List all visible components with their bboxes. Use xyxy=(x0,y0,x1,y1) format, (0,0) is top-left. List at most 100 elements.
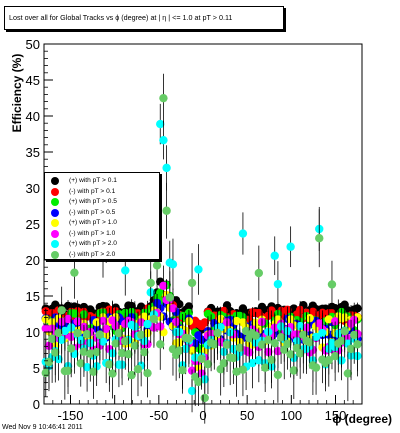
x-tick-label: 150 xyxy=(325,408,347,423)
data-point xyxy=(184,302,194,311)
data-point xyxy=(47,334,57,344)
data-point xyxy=(111,339,120,348)
legend-label: (-) with pT > 0.5 xyxy=(69,208,116,216)
data-point xyxy=(156,119,165,129)
data-point xyxy=(79,347,89,356)
data-point xyxy=(346,344,356,354)
data-point xyxy=(194,265,203,274)
data-point xyxy=(248,358,257,368)
legend-label: (-) with pT > 2.0 xyxy=(69,250,116,258)
y-tick-label: 5 xyxy=(33,361,40,376)
x-tick-label: -100 xyxy=(102,408,128,423)
x-tick-label: 100 xyxy=(280,408,302,423)
data-point xyxy=(330,317,340,326)
legend-entry: (+) with pT > 0.1 xyxy=(45,176,161,186)
data-point xyxy=(295,349,305,358)
data-point xyxy=(95,330,105,339)
data-point xyxy=(152,261,162,270)
data-point xyxy=(286,350,295,359)
chart-title: Lost over all for Global Tracks vs ϕ (de… xyxy=(9,13,233,22)
y-tick-label: 0 xyxy=(33,397,40,412)
data-point xyxy=(305,338,314,347)
data-point xyxy=(337,336,346,346)
data-point xyxy=(178,366,187,375)
legend-label: (-) with pT > 0.1 xyxy=(69,187,116,195)
data-point xyxy=(254,268,264,278)
data-point xyxy=(324,355,333,365)
data-point xyxy=(63,314,73,324)
data-point xyxy=(286,242,295,251)
data-point xyxy=(327,280,337,289)
y-tick-label: 20 xyxy=(26,253,40,268)
data-point xyxy=(343,369,353,378)
data-point xyxy=(187,386,197,396)
data-point xyxy=(235,343,244,353)
data-point xyxy=(146,278,155,288)
data-point xyxy=(187,278,197,288)
data-point xyxy=(276,333,286,342)
data-point xyxy=(210,340,219,349)
data-point xyxy=(130,341,140,350)
data-point xyxy=(267,355,276,365)
data-point xyxy=(260,363,270,372)
data-point xyxy=(159,281,168,290)
data-point xyxy=(159,93,168,103)
data-point xyxy=(241,326,251,336)
legend-label: (+) with pT > 0.1 xyxy=(69,177,117,184)
data-point xyxy=(156,340,165,349)
data-point xyxy=(273,370,283,380)
data-point xyxy=(184,334,194,343)
y-tick-label: 35 xyxy=(26,145,40,160)
data-point xyxy=(57,306,66,315)
legend-label: (+) with pT > 0.5 xyxy=(69,198,117,205)
legend-marker xyxy=(51,240,59,248)
data-point xyxy=(67,344,76,353)
data-point xyxy=(127,370,136,380)
data-point xyxy=(44,357,54,367)
data-point xyxy=(200,393,209,403)
legend-marker xyxy=(51,208,59,217)
data-point xyxy=(232,367,241,376)
data-point xyxy=(238,365,248,374)
data-point xyxy=(213,328,222,338)
data-point xyxy=(175,300,184,309)
data-point xyxy=(156,288,165,297)
data-point xyxy=(159,135,168,145)
legend-label: (+) with pT > 1.0 xyxy=(69,219,117,226)
data-point xyxy=(311,363,321,372)
data-point xyxy=(251,331,260,340)
data-point xyxy=(124,349,133,359)
legend-entry: (-) with pT > 1.0 xyxy=(45,229,161,239)
y-tick-label: 45 xyxy=(26,73,40,88)
legend-entry: (-) with pT > 0.1 xyxy=(45,187,161,197)
data-point xyxy=(76,359,85,368)
data-point xyxy=(340,327,349,336)
legend-label: (-) with pT > 1.0 xyxy=(69,229,116,237)
data-point xyxy=(108,369,117,378)
legend-marker xyxy=(51,229,59,238)
data-point xyxy=(289,366,299,375)
data-point xyxy=(121,337,130,346)
data-point xyxy=(254,356,264,365)
data-point xyxy=(105,360,114,369)
data-point xyxy=(98,316,108,326)
legend-marker xyxy=(51,177,59,185)
data-point xyxy=(257,340,267,349)
x-tick-label: -50 xyxy=(149,408,168,423)
data-point xyxy=(86,349,95,358)
data-point xyxy=(197,354,206,364)
data-point xyxy=(70,268,79,277)
x-tick-label: 50 xyxy=(240,408,254,423)
data-point xyxy=(121,266,130,275)
data-point xyxy=(140,347,149,357)
y-tick-label: 25 xyxy=(26,217,40,232)
chart-title-box: Lost over all for Global Tracks vs ϕ (de… xyxy=(4,6,284,30)
data-point xyxy=(238,229,248,238)
legend-entry: (-) with pT > 0.5 xyxy=(45,208,161,218)
data-point xyxy=(200,318,209,327)
data-point xyxy=(168,260,178,269)
legend: (+) with pT > 0.1 (-) with pT > 0.1 (+) wi… xyxy=(44,172,160,260)
data-point xyxy=(311,332,321,342)
data-point xyxy=(187,346,197,355)
